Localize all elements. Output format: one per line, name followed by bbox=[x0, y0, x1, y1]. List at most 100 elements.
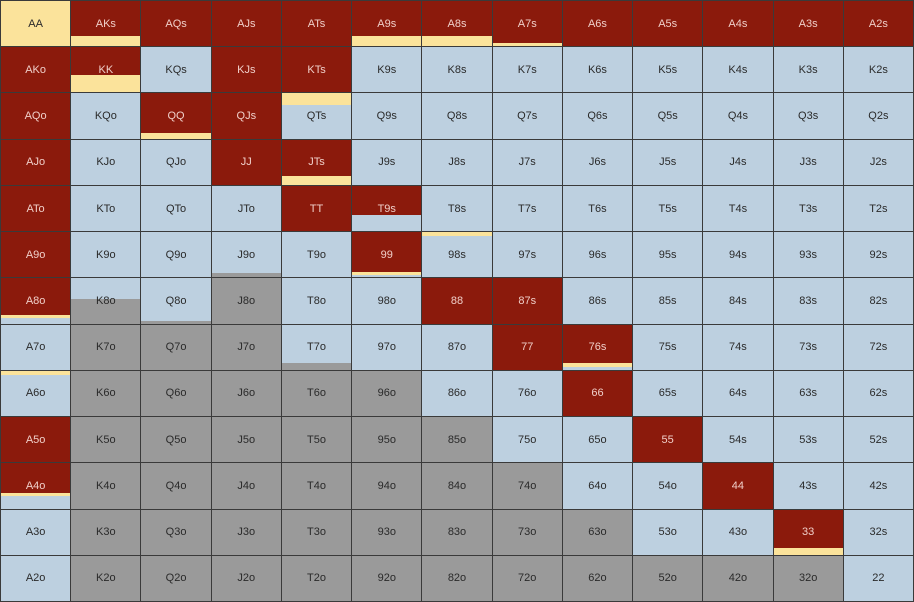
hand-cell[interactable]: A4s bbox=[703, 1, 773, 47]
hand-cell[interactable]: 88 bbox=[422, 278, 492, 324]
hand-cell[interactable]: KK bbox=[71, 47, 141, 93]
hand-cell[interactable]: T7o bbox=[281, 324, 352, 370]
hand-cell[interactable]: 94o bbox=[352, 463, 422, 509]
hand-cell[interactable]: J4s bbox=[703, 139, 773, 185]
hand-cell[interactable]: 95s bbox=[633, 232, 703, 278]
hand-cell[interactable]: A3s bbox=[773, 1, 843, 47]
hand-cell[interactable]: 74o bbox=[492, 463, 562, 509]
hand-cell[interactable]: J7o bbox=[211, 324, 281, 370]
hand-cell[interactable]: K4s bbox=[703, 47, 773, 93]
hand-cell[interactable]: 53o bbox=[633, 509, 703, 555]
hand-cell[interactable]: T9s bbox=[352, 185, 422, 232]
hand-cell[interactable]: K9s bbox=[352, 47, 422, 93]
hand-cell[interactable]: A7s bbox=[492, 1, 562, 47]
hand-cell[interactable]: 94s bbox=[703, 232, 773, 278]
hand-cell[interactable]: KQo bbox=[71, 93, 141, 139]
hand-cell[interactable]: 92s bbox=[843, 232, 913, 278]
hand-cell[interactable]: KTs bbox=[281, 47, 352, 93]
hand-cell[interactable]: 55 bbox=[633, 417, 703, 463]
hand-cell[interactable]: 42s bbox=[843, 463, 913, 509]
hand-cell[interactable]: J3s bbox=[773, 139, 843, 185]
hand-cell[interactable]: 32o bbox=[773, 555, 843, 601]
hand-cell[interactable]: 98s bbox=[422, 232, 492, 278]
hand-cell[interactable]: 63o bbox=[562, 509, 633, 555]
hand-cell[interactable]: QTs bbox=[281, 93, 352, 139]
hand-cell[interactable]: 52s bbox=[843, 417, 913, 463]
hand-cell[interactable]: Q4s bbox=[703, 93, 773, 139]
hand-cell[interactable]: 84s bbox=[703, 278, 773, 324]
hand-cell[interactable]: Q7s bbox=[492, 93, 562, 139]
hand-cell[interactable]: T5s bbox=[633, 185, 703, 232]
hand-cell[interactable]: K6o bbox=[71, 370, 141, 417]
hand-cell[interactable]: A6o bbox=[1, 370, 71, 417]
hand-cell[interactable]: J7s bbox=[492, 139, 562, 185]
hand-cell[interactable]: 83o bbox=[422, 509, 492, 555]
hand-cell[interactable]: T5o bbox=[281, 417, 352, 463]
hand-cell[interactable]: 75s bbox=[633, 324, 703, 370]
hand-cell[interactable]: AQo bbox=[1, 93, 71, 139]
hand-cell[interactable]: A9s bbox=[352, 1, 422, 47]
hand-cell[interactable]: KJo bbox=[71, 139, 141, 185]
hand-cell[interactable]: Q6s bbox=[562, 93, 633, 139]
hand-cell[interactable]: KTo bbox=[71, 185, 141, 232]
hand-cell[interactable]: A6s bbox=[562, 1, 633, 47]
hand-cell[interactable]: 96s bbox=[562, 232, 633, 278]
hand-cell[interactable]: 44 bbox=[703, 463, 773, 509]
hand-cell[interactable]: QQ bbox=[141, 93, 211, 139]
hand-cell[interactable]: J9s bbox=[352, 139, 422, 185]
hand-cell[interactable]: 32s bbox=[843, 509, 913, 555]
hand-cell[interactable]: T3o bbox=[281, 509, 352, 555]
hand-cell[interactable]: 83s bbox=[773, 278, 843, 324]
hand-cell[interactable]: 66 bbox=[562, 370, 633, 417]
hand-cell[interactable]: 93s bbox=[773, 232, 843, 278]
hand-cell[interactable]: 97s bbox=[492, 232, 562, 278]
hand-cell[interactable]: K2s bbox=[843, 47, 913, 93]
hand-cell[interactable]: Q6o bbox=[141, 370, 211, 417]
hand-cell[interactable]: Q3s bbox=[773, 93, 843, 139]
hand-cell[interactable]: A2o bbox=[1, 555, 71, 601]
hand-cell[interactable]: KJs bbox=[211, 47, 281, 93]
hand-cell[interactable]: Q7o bbox=[141, 324, 211, 370]
hand-cell[interactable]: 82s bbox=[843, 278, 913, 324]
hand-cell[interactable]: J6o bbox=[211, 370, 281, 417]
hand-cell[interactable]: T2s bbox=[843, 185, 913, 232]
hand-cell[interactable]: J6s bbox=[562, 139, 633, 185]
hand-cell[interactable]: 62o bbox=[562, 555, 633, 601]
hand-cell[interactable]: T6s bbox=[562, 185, 633, 232]
hand-cell[interactable]: 93o bbox=[352, 509, 422, 555]
hand-cell[interactable]: K5o bbox=[71, 417, 141, 463]
hand-cell[interactable]: Q8s bbox=[422, 93, 492, 139]
hand-cell[interactable]: AA bbox=[1, 1, 71, 47]
hand-cell[interactable]: T7s bbox=[492, 185, 562, 232]
hand-cell[interactable]: K4o bbox=[71, 463, 141, 509]
hand-cell[interactable]: 86o bbox=[422, 370, 492, 417]
hand-cell[interactable]: T4s bbox=[703, 185, 773, 232]
hand-cell[interactable]: K8s bbox=[422, 47, 492, 93]
hand-cell[interactable]: A8s bbox=[422, 1, 492, 47]
hand-cell[interactable]: 33 bbox=[773, 509, 843, 555]
hand-cell[interactable]: 87s bbox=[492, 278, 562, 324]
hand-cell[interactable]: K3s bbox=[773, 47, 843, 93]
hand-cell[interactable]: 96o bbox=[352, 370, 422, 417]
hand-cell[interactable]: J9o bbox=[211, 232, 281, 278]
hand-cell[interactable]: 92o bbox=[352, 555, 422, 601]
hand-cell[interactable]: ATs bbox=[281, 1, 352, 47]
hand-cell[interactable]: 99 bbox=[352, 232, 422, 278]
hand-cell[interactable]: T3s bbox=[773, 185, 843, 232]
hand-cell[interactable]: T2o bbox=[281, 555, 352, 601]
hand-cell[interactable]: Q9s bbox=[352, 93, 422, 139]
hand-cell[interactable]: 75o bbox=[492, 417, 562, 463]
hand-cell[interactable]: T9o bbox=[281, 232, 352, 278]
hand-cell[interactable]: 62s bbox=[843, 370, 913, 417]
hand-cell[interactable]: 54s bbox=[703, 417, 773, 463]
hand-cell[interactable]: 87o bbox=[422, 324, 492, 370]
hand-cell[interactable]: TT bbox=[281, 185, 352, 232]
hand-cell[interactable]: J5s bbox=[633, 139, 703, 185]
hand-cell[interactable]: A7o bbox=[1, 324, 71, 370]
hand-cell[interactable]: 76o bbox=[492, 370, 562, 417]
hand-cell[interactable]: K2o bbox=[71, 555, 141, 601]
hand-cell[interactable]: QJo bbox=[141, 139, 211, 185]
hand-cell[interactable]: K7o bbox=[71, 324, 141, 370]
hand-cell[interactable]: J8s bbox=[422, 139, 492, 185]
hand-cell[interactable]: K6s bbox=[562, 47, 633, 93]
